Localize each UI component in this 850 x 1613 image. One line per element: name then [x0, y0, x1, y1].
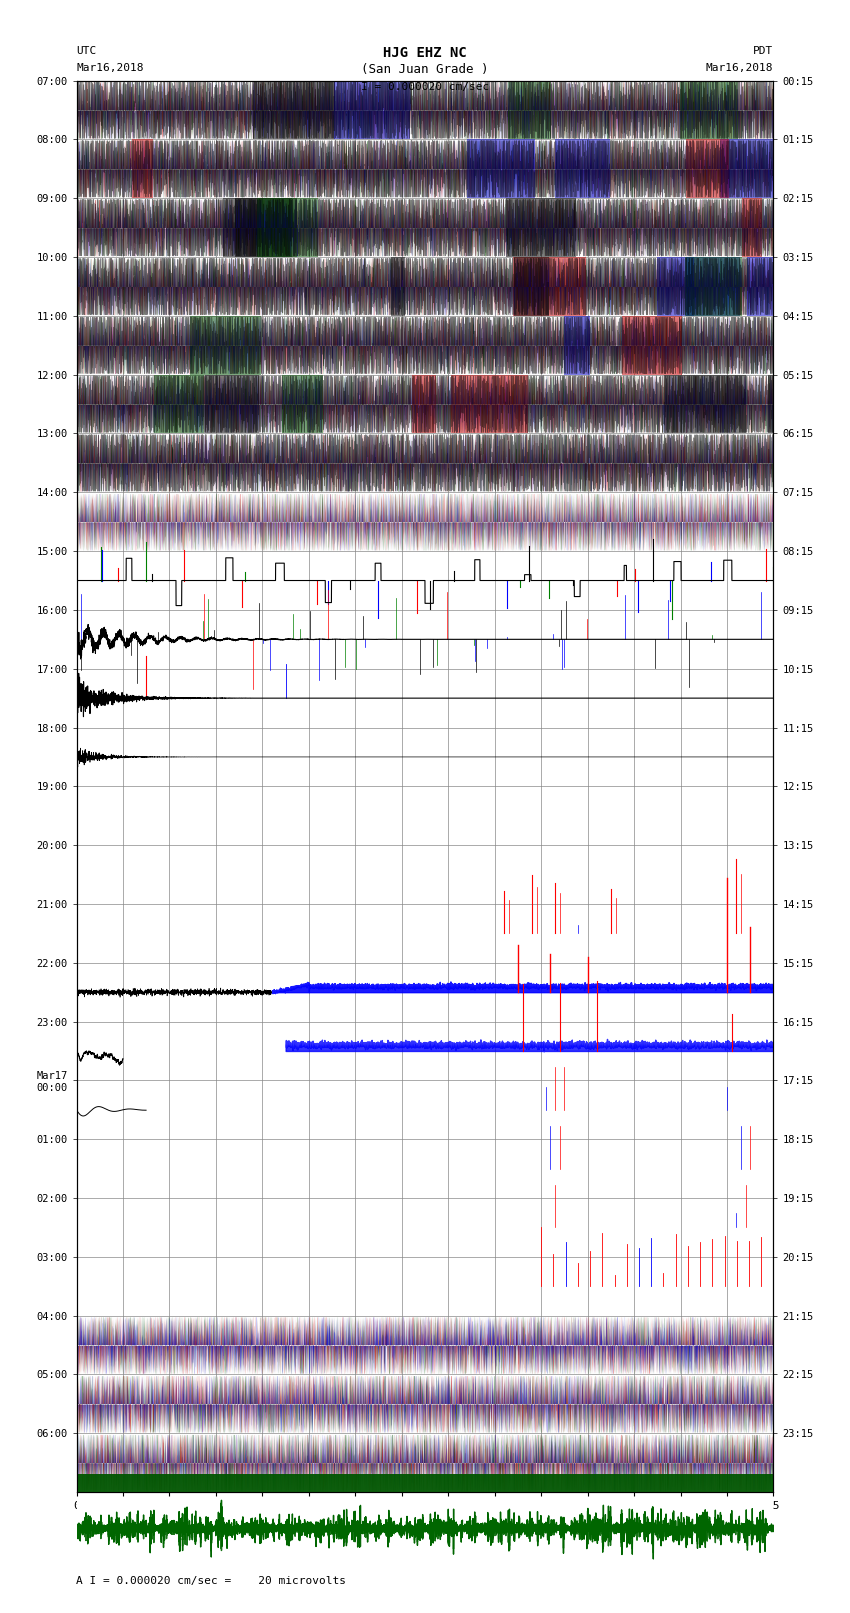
Bar	[451, 374, 529, 434]
Bar	[76, 1474, 774, 1492]
Bar	[680, 81, 738, 139]
Bar	[622, 316, 683, 374]
Text: HJG EHZ NC: HJG EHZ NC	[383, 45, 467, 60]
Bar	[257, 198, 318, 256]
Text: I = 0.000020 cm/sec: I = 0.000020 cm/sec	[361, 82, 489, 92]
Text: UTC: UTC	[76, 47, 97, 56]
Text: Mar16,2018: Mar16,2018	[76, 63, 144, 73]
Bar	[664, 374, 746, 434]
Bar	[555, 139, 610, 198]
Text: A I = 0.000020 cm/sec =    20 microvolts: A I = 0.000020 cm/sec = 20 microvolts	[76, 1576, 347, 1586]
Text: Mar16,2018: Mar16,2018	[706, 63, 774, 73]
Bar	[282, 374, 323, 434]
Bar	[685, 256, 741, 316]
Bar	[506, 198, 575, 256]
Bar	[742, 198, 762, 256]
Bar	[686, 139, 728, 198]
Text: PDT: PDT	[753, 47, 774, 56]
Bar	[513, 256, 586, 316]
Bar	[190, 316, 261, 374]
Bar	[252, 81, 336, 139]
Bar	[391, 256, 405, 316]
Bar	[154, 374, 204, 434]
Bar	[747, 256, 774, 316]
Bar	[514, 256, 548, 316]
Bar	[132, 139, 153, 198]
Bar	[508, 81, 551, 139]
X-axis label: TIME (MINUTES): TIME (MINUTES)	[375, 1515, 475, 1528]
Bar	[657, 256, 694, 316]
Bar	[235, 198, 297, 256]
Text: (San Juan Grade ): (San Juan Grade )	[361, 63, 489, 76]
Bar	[467, 139, 535, 198]
Bar	[224, 198, 292, 256]
Bar	[412, 374, 435, 434]
Bar	[687, 256, 740, 316]
Bar	[768, 374, 836, 434]
Bar	[564, 316, 590, 374]
Bar	[334, 81, 411, 139]
Bar	[720, 139, 777, 198]
Bar	[206, 374, 259, 434]
